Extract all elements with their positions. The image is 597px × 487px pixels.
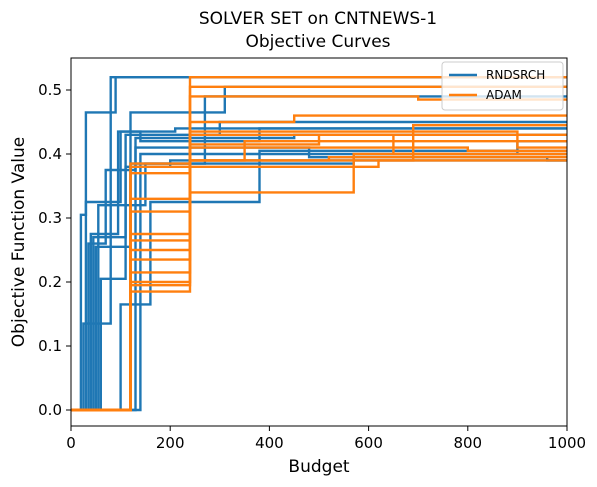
y-axis-label: Objective Function Value (9, 137, 29, 347)
x-tick-label: 1000 (548, 434, 586, 452)
series-rndsrch-curve-9 (71, 159, 567, 412)
series-rndsrch-curve-2 (71, 75, 567, 412)
x-axis: 0 200 400 600 800 1000 (66, 426, 586, 452)
x-tick-label: 0 (66, 434, 76, 452)
plot-frame (70, 57, 568, 427)
x-axis-label: Budget (288, 457, 349, 477)
x-tick-label: 800 (453, 434, 482, 452)
series-rndsrch-curve-1 (71, 75, 567, 412)
series-adam-curve-13 (71, 133, 567, 412)
y-tick-label: 0.3 (38, 209, 62, 227)
chart-title: SOLVER SET on CNTNEWS-1 (199, 9, 437, 29)
x-tick-label: 600 (354, 434, 383, 452)
legend: RNDSRCH ADAM (441, 61, 564, 111)
y-tick-label: 0.0 (38, 401, 62, 419)
legend-label-rndsrch: RNDSRCH (486, 68, 545, 82)
y-tick-label: 0.2 (38, 273, 62, 291)
legend-label-adam: ADAM (486, 88, 522, 102)
series-rndsrch-curve-4 (71, 133, 567, 412)
y-tick-label: 0.5 (38, 81, 62, 99)
x-tick-label: 400 (255, 434, 284, 452)
y-tick-label: 0.4 (38, 145, 62, 163)
series-rndsrch-curve-3 (71, 127, 567, 412)
series-adam-curve-1 (71, 75, 567, 412)
y-axis: 0.0 0.1 0.2 0.3 0.4 0.5 (38, 81, 71, 419)
x-tick-label: 200 (156, 434, 185, 452)
plot-series (71, 75, 567, 412)
y-tick-label: 0.1 (38, 337, 62, 355)
chart-subtitle: Objective Curves (245, 32, 390, 52)
